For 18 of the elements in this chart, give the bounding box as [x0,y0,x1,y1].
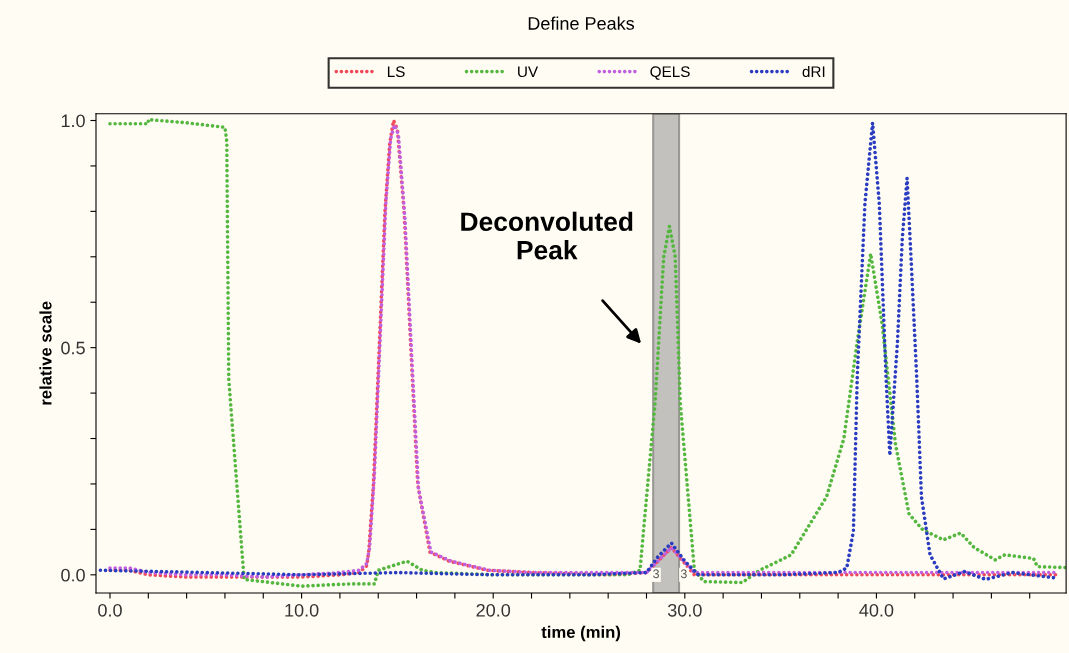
x-tick-label: 0.0 [98,603,122,617]
chart-title: Define Peaks [528,16,635,30]
y-axis-title: relative scale [39,301,52,405]
y-tick-label: 0.5 [61,341,85,355]
x-tick-label: 40.0 [859,603,894,617]
legend-label: LS [387,66,405,78]
annotation: 3 [680,569,687,579]
legend-label: QELS [650,66,690,80]
legend-label: dRI [802,65,825,78]
x-tick-label: 30.0 [667,603,702,617]
x-tick-label: 20.0 [476,603,511,617]
y-tick-label: 1.0 [61,114,85,128]
annotation: 3 [653,569,659,579]
x-tick-label: 10.0 [285,603,319,617]
x-axis-title: time (min) [541,625,621,642]
y-tick-label: 0.0 [61,568,85,582]
legend-label: UV [518,66,539,78]
annotation: Deconvoluted Peak [461,211,633,260]
